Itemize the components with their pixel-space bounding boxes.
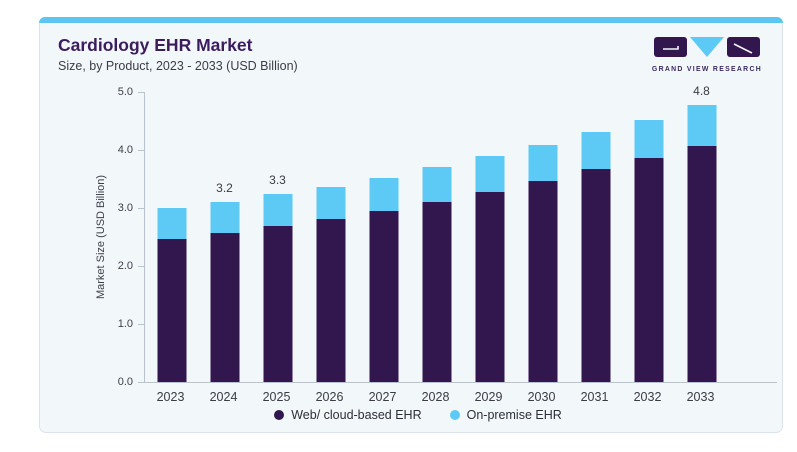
chart-card: Cardiology EHR Market Size, by Product, … — [39, 17, 783, 433]
bar-column-2027 — [357, 92, 410, 382]
y-tick-mark — [138, 92, 144, 93]
legend: Web/ cloud-based EHR On-premise EHR — [40, 408, 782, 422]
x-tick-label: 2024 — [209, 390, 238, 404]
y-tick-label: 3.0 — [117, 202, 133, 214]
x-tick-label: 2028 — [421, 390, 450, 404]
bar-segment-on-premise — [157, 208, 186, 239]
y-axis-title: Market Size (USD Billion) — [95, 174, 107, 300]
bar-segment-on-premise — [422, 167, 451, 202]
y-tick-label: 4.0 — [117, 144, 133, 156]
x-tick-label: 2029 — [474, 390, 503, 404]
bar-column-2029 — [463, 92, 516, 382]
bar-segment-web-cloud — [422, 201, 451, 382]
bar-segment-on-premise — [263, 194, 292, 226]
bar-stack — [634, 119, 663, 382]
gvr-logo: GRAND VIEW RESEARCH — [652, 36, 762, 73]
bar-segment-web-cloud — [210, 232, 239, 382]
bar-stack — [528, 144, 557, 382]
y-tick-mark — [138, 150, 144, 151]
bar-stack — [263, 194, 292, 382]
bar-column-2032 — [622, 92, 675, 382]
bar-column-2024: 3.2 — [198, 92, 251, 382]
y-tick-mark — [138, 382, 144, 383]
chart-area: Market Size (USD Billion) 5.0 4.0 3.0 2.0 1.… — [40, 18, 782, 432]
bar-stack — [369, 177, 398, 382]
bar-column-2030 — [516, 92, 569, 382]
bar-stack — [210, 201, 239, 382]
bar-segment-on-premise — [528, 144, 557, 181]
x-tick-label: 2027 — [368, 390, 397, 404]
legend-item: On-premise EHR — [449, 408, 562, 422]
bar-column-2031 — [569, 92, 622, 382]
bar-stack — [475, 156, 504, 382]
bar-segment-web-cloud — [316, 219, 345, 382]
bar-stack — [687, 105, 716, 382]
y-tick-mark — [138, 324, 144, 325]
gvr-logo-icon — [653, 37, 760, 57]
bar-value-label: 3.3 — [269, 173, 286, 188]
bar-segment-on-premise — [687, 105, 716, 146]
bar-column-2028 — [410, 92, 463, 382]
bar-segment-web-cloud — [157, 238, 186, 382]
bar-segment-on-premise — [210, 201, 239, 233]
y-tick-label: 0.0 — [117, 376, 133, 388]
x-tick-label: 2025 — [262, 390, 291, 404]
bar-segment-on-premise — [316, 186, 345, 220]
bar-stack — [581, 132, 610, 382]
bar-segment-web-cloud — [687, 145, 716, 382]
bar-segment-on-premise — [369, 177, 398, 211]
legend-dot-icon — [274, 410, 285, 420]
x-tick-label: 2031 — [580, 390, 609, 404]
bar-segment-on-premise — [634, 119, 663, 159]
bar-stack — [157, 208, 186, 382]
chart-header: Cardiology EHR Market Size, by Product, … — [40, 18, 782, 73]
bar-segment-on-premise — [581, 132, 610, 170]
x-tick-label: 2030 — [527, 390, 556, 404]
bar-column-2033: 4.8 — [675, 84, 728, 382]
chart-titles: Cardiology EHR Market Size, by Product, … — [58, 35, 298, 73]
x-tick-label: 2033 — [686, 390, 715, 404]
card-accent-strip — [39, 17, 783, 23]
y-tick-label: 1.0 — [117, 318, 133, 330]
x-tick-label: 2026 — [315, 390, 344, 404]
chart-title: Cardiology EHR Market — [58, 35, 253, 55]
bar-stack — [316, 186, 345, 382]
legend-item: Web/ cloud-based EHR — [274, 408, 422, 422]
bar-value-label: 4.8 — [693, 84, 710, 99]
bar-segment-web-cloud — [369, 210, 398, 382]
legend-label: Web/ cloud-based EHR — [291, 408, 422, 422]
legend-dot-icon — [449, 410, 460, 420]
bar-column-2023 — [145, 92, 198, 382]
x-tick-label: 2032 — [633, 390, 662, 404]
y-tick-label: 5.0 — [117, 86, 133, 98]
bar-segment-web-cloud — [634, 158, 663, 382]
bar-segment-web-cloud — [581, 169, 610, 382]
bar-column-2025: 3.3 — [251, 92, 304, 382]
bar-segment-web-cloud — [475, 191, 504, 382]
y-tick-mark — [138, 266, 144, 267]
legend-label: On-premise EHR — [466, 408, 562, 422]
bar-segment-web-cloud — [263, 225, 292, 382]
gvr-logo-text: GRAND VIEW RESEARCH — [651, 66, 762, 73]
x-tick-label: 2023 — [156, 390, 185, 404]
bar-value-label: 3.2 — [216, 180, 233, 195]
y-tick-mark — [138, 208, 144, 209]
bar-segment-on-premise — [475, 156, 504, 192]
bar-stack — [422, 167, 451, 382]
bar-segment-web-cloud — [528, 180, 557, 382]
x-axis-labels: 2023 2024 2025 2026 2027 2028 2029 2030 2031 2032… — [144, 390, 776, 406]
chart-subtitle: Size, by Product, 2023 - 2033 (USD Billi… — [58, 59, 298, 73]
plot-area: 5.0 4.0 3.0 2.0 1.0 0.0 3.2 3.3 4.8 — [118, 84, 777, 388]
y-tick-label: 2.0 — [117, 260, 133, 272]
bar-column-2026 — [304, 92, 357, 382]
